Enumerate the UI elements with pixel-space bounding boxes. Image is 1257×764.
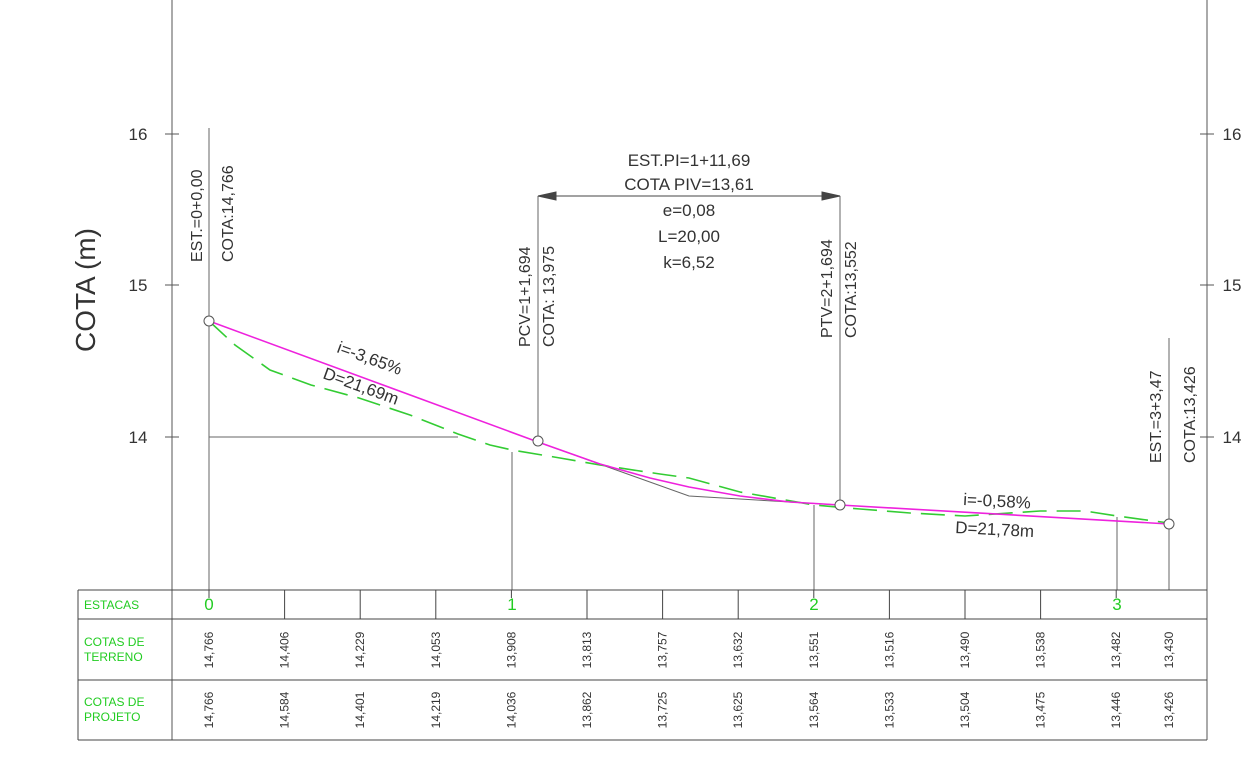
start-cota-label: COTA:14,766 (220, 165, 237, 262)
y-tick-15-right: 15 (1223, 276, 1242, 295)
curve-dimension (537, 191, 841, 201)
projeto-value: 13,725 (656, 691, 670, 728)
terreno-value: 14,766 (202, 631, 216, 668)
projeto-value: 13,862 (580, 691, 594, 728)
terreno-value: 13,632 (731, 631, 745, 668)
end-point-marker (1163, 518, 1175, 530)
terreno-value: 13,430 (1162, 631, 1176, 668)
ptv-cota-label: COTA:13,552 (843, 241, 860, 338)
design-grade-line (208, 320, 1170, 525)
estaca-ticks (208, 590, 1117, 619)
header-terreno-line-2: TERRENO (84, 650, 143, 664)
projeto-value: 14,219 (429, 691, 443, 728)
arrow-right-icon (821, 191, 841, 201)
y-tick-14-left: 14 (129, 428, 148, 447)
end-cota-label: COTA:13,426 (1182, 366, 1199, 463)
terreno-value: 13,482 (1109, 631, 1123, 668)
curve-k: k=6,52 (663, 253, 715, 272)
arrow-left-icon (537, 191, 557, 201)
terreno-value: 13,757 (656, 631, 670, 668)
header-terreno-line-1: COTAS DE (84, 635, 144, 649)
terreno-value: 14,053 (429, 631, 443, 668)
projeto-value: 13,446 (1109, 691, 1123, 728)
header-projeto-line-1: COTAS DE (84, 695, 144, 709)
terrain-line (208, 320, 1170, 524)
station-number-2: 2 (809, 595, 818, 614)
key-points (203, 315, 1175, 530)
header-projeto-line-2: PROJETO (84, 710, 140, 724)
terreno-values: 14,766 14,406 14,229 14,053 13,908 13,813 13,7… (202, 631, 1176, 668)
y-tick-15-left: 15 (129, 276, 148, 295)
projeto-value: 13,426 (1162, 691, 1176, 728)
terreno-value: 13,908 (504, 631, 518, 668)
frame (165, 0, 1214, 740)
ptv-point-marker (834, 499, 846, 511)
curve-e: e=0,08 (663, 201, 715, 220)
grade-2-slope: i=-0,58% (963, 490, 1031, 513)
projeto-value: 14,036 (504, 691, 518, 728)
ptv-est-label: PTV=2+1,694 (819, 239, 836, 338)
y-tick-16-left: 16 (129, 125, 148, 144)
y-tick-16-right: 16 (1223, 125, 1242, 144)
pcv-cota-label: COTA: 13,975 (541, 246, 558, 347)
projeto-value: 14,766 (202, 691, 216, 728)
data-table-grid (77, 589, 1207, 741)
projeto-value: 13,475 (1034, 691, 1048, 728)
projeto-value: 13,504 (958, 691, 972, 728)
projeto-values: 14,766 14,584 14,401 14,219 14,036 13,862 13,7… (202, 691, 1176, 728)
vertical-curve-chord (537, 441, 841, 506)
station-number-1: 1 (507, 595, 516, 614)
terreno-value: 13,516 (882, 631, 896, 668)
pcv-est-label: PCV=1+1,694 (517, 246, 534, 347)
terreno-value: 13,813 (580, 631, 594, 668)
curve-l: L=20,00 (658, 227, 720, 246)
projeto-value: 14,401 (353, 691, 367, 728)
header-estacas: ESTACAS (84, 598, 139, 612)
y-axis-label: COTA (m) (70, 228, 101, 352)
grade-2-distance: D=21,78m (955, 518, 1035, 541)
start-point-marker (203, 315, 215, 327)
terreno-value: 13,538 (1034, 631, 1048, 668)
projeto-value: 14,584 (278, 691, 292, 728)
start-est-label: EST.=0+0,00 (189, 169, 206, 262)
station-number-0: 0 (204, 595, 213, 614)
terreno-value: 14,406 (278, 631, 292, 668)
pcv-point-marker (532, 435, 544, 447)
station-number-3: 3 (1112, 595, 1121, 614)
curve-cota-piv: COTA PIV=13,61 (624, 175, 754, 194)
end-est-label: EST.=3+3,47 (1148, 370, 1165, 463)
projeto-value: 13,564 (807, 691, 821, 728)
reference-lines (208, 128, 1170, 590)
terreno-value: 14,229 (353, 631, 367, 668)
projeto-value: 13,625 (731, 691, 745, 728)
curve-est-pi: EST.PI=1+11,69 (628, 151, 751, 170)
projeto-value: 13,533 (882, 691, 896, 728)
y-tick-14-right: 14 (1223, 428, 1242, 447)
terreno-value: 13,490 (958, 631, 972, 668)
terreno-value: 13,551 (807, 631, 821, 668)
